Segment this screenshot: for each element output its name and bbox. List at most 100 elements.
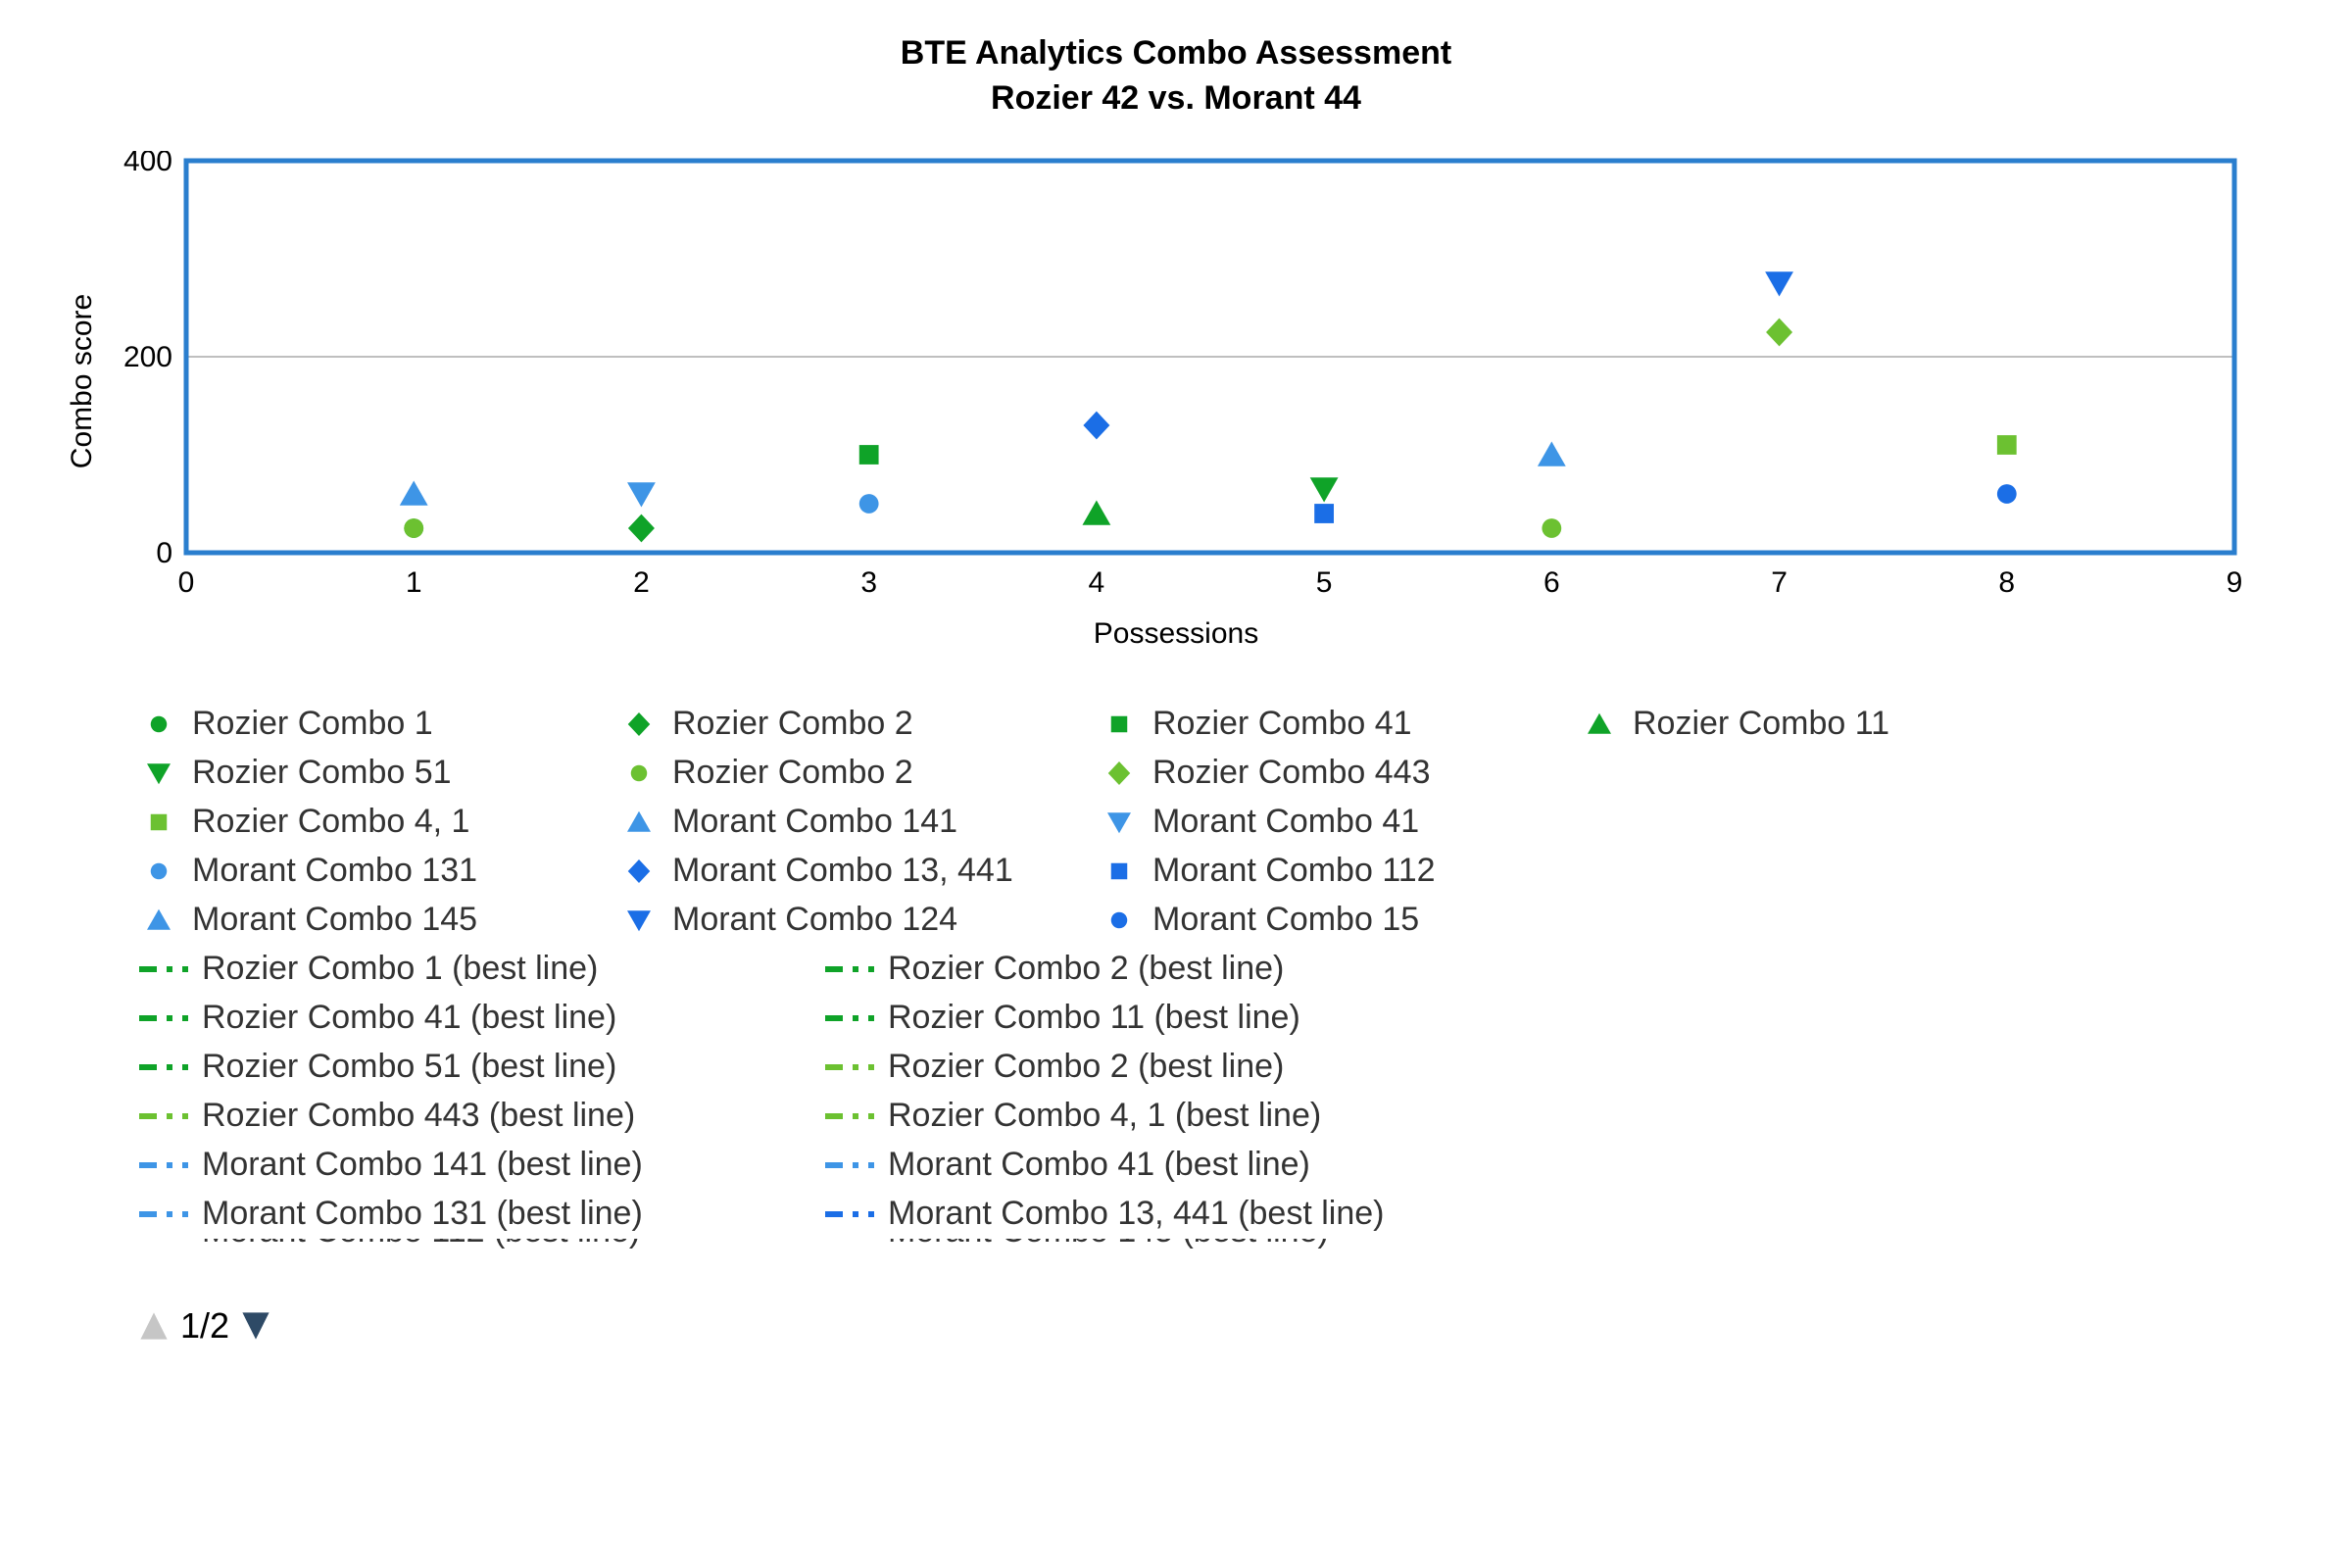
legend-item[interactable]: Morant Combo 145 (137, 901, 477, 939)
legend-marker-icon (137, 855, 180, 888)
chart-title: BTE Analytics Combo Assessment Rozier 42… (0, 31, 2352, 122)
legend-line-icon (823, 1198, 876, 1231)
legend-item-label: Rozier Combo 443 (1152, 754, 1430, 792)
legend-row: Rozier Combo 4, 1 Morant Combo 141 Morant … (137, 798, 2156, 847)
legend-marker-icon (1578, 708, 1621, 741)
legend-row: Rozier Combo 443 (best line) Rozier Combo… (137, 1092, 2156, 1141)
legend-item-label: Rozier Combo 41 (best line) (202, 999, 616, 1037)
legend-item[interactable]: Morant Combo 141 (best line) (137, 1146, 643, 1184)
legend-item[interactable]: Rozier Combo 443 (best line) (137, 1097, 635, 1135)
legend-marker-icon (137, 904, 180, 937)
legend-item[interactable]: Morant Combo 141 (617, 803, 957, 841)
legend-item-label: Morant Combo 141 (best line) (202, 1146, 643, 1184)
legend-item-label: Morant Combo 141 (672, 803, 957, 841)
legend-item-label: Rozier Combo 11 (1633, 705, 1889, 743)
legend-line-icon (823, 1002, 876, 1035)
legend-item[interactable]: Rozier Combo 2 (best line) (823, 1048, 1284, 1086)
pager-next-icon[interactable] (239, 1309, 272, 1343)
legend-item[interactable]: Morant Combo 13, 441 (best line) (823, 1195, 1384, 1233)
legend-item-label: Morant Combo 41 (best line) (888, 1146, 1310, 1184)
y-tick-label: 200 (123, 341, 172, 373)
legend-item-label: Morant Combo 112 (1152, 852, 1436, 890)
legend-pager: 1/2 (137, 1305, 2352, 1347)
legend-item-label: Rozier Combo 1 (best line) (202, 950, 598, 988)
legend-line-icon (137, 1100, 190, 1133)
chart: Combo score 02004000123456789 (98, 151, 2254, 612)
legend-row: Rozier Combo 51 (best line) Rozier Combo … (137, 1043, 2156, 1092)
legend-row: Morant Combo 141 (best line) Morant Combo… (137, 1141, 2156, 1190)
legend-item-label: Rozier Combo 2 (best line) (888, 1048, 1284, 1086)
pager-prev-icon[interactable] (137, 1309, 171, 1343)
legend-item-label: Rozier Combo 2 (672, 754, 913, 792)
legend-item[interactable]: Rozier Combo 1 (best line) (137, 950, 598, 988)
y-tick-label: 400 (123, 151, 172, 177)
legend-item[interactable]: Rozier Combo 2 (617, 705, 913, 743)
y-tick-label: 0 (156, 537, 172, 569)
legend-item[interactable]: Rozier Combo 1 (137, 705, 433, 743)
legend-item[interactable]: Rozier Combo 2 (617, 754, 913, 792)
chart-title-line1: BTE Analytics Combo Assessment (0, 31, 2352, 76)
legend-item-label: Morant Combo 112 (best line) (202, 1239, 640, 1251)
legend-item[interactable]: Morant Combo 112 (best line) (137, 1239, 640, 1251)
legend-line-icon (137, 1239, 190, 1249)
legend-item[interactable]: Rozier Combo 11 (1578, 705, 1889, 743)
legend-item[interactable]: Morant Combo 112 (1098, 852, 1436, 890)
legend-line-icon (137, 1051, 190, 1084)
legend-item-label: Rozier Combo 11 (best line) (888, 999, 1300, 1037)
legend-item[interactable]: Rozier Combo 2 (best line) (823, 950, 1284, 988)
legend-item-label: Morant Combo 15 (1152, 901, 1419, 939)
x-tick-label: 7 (1771, 566, 1788, 599)
legend-item[interactable]: Rozier Combo 4, 1 (best line) (823, 1097, 1321, 1135)
legend-marker-icon (1098, 806, 1141, 839)
legend-item[interactable]: Rozier Combo 41 (1098, 705, 1412, 743)
legend-item[interactable]: Morant Combo 41 (best line) (823, 1146, 1310, 1184)
legend-line-icon (137, 1149, 190, 1182)
legend-line-icon (823, 1100, 876, 1133)
legend-item[interactable]: Rozier Combo 443 (1098, 754, 1430, 792)
legend-marker-icon (1098, 904, 1141, 937)
x-tick-label: 2 (633, 566, 650, 599)
legend-item[interactable]: Morant Combo 41 (1098, 803, 1419, 841)
legend-item[interactable]: Rozier Combo 4, 1 (137, 803, 469, 841)
legend-item[interactable]: Morant Combo 131 (137, 852, 477, 890)
legend-item-label: Rozier Combo 51 (192, 754, 452, 792)
legend-marker-icon (137, 708, 180, 741)
legend-item-label: Morant Combo 145 (best line) (888, 1239, 1329, 1251)
legend-line-icon (137, 1198, 190, 1231)
legend-item-label: Rozier Combo 51 (best line) (202, 1048, 616, 1086)
legend-item-label: Morant Combo 13, 441 (best line) (888, 1195, 1384, 1233)
legend-item-label: Rozier Combo 2 (best line) (888, 950, 1284, 988)
legend-item[interactable]: Morant Combo 145 (best line) (823, 1239, 1329, 1251)
legend-row: Rozier Combo 1 (best line) Rozier Combo 2… (137, 945, 2156, 994)
x-tick-label: 4 (1089, 566, 1105, 599)
legend-line-icon (823, 1239, 876, 1249)
x-tick-label: 9 (2227, 566, 2243, 599)
legend-marker-icon (1098, 757, 1141, 790)
legend-row: Rozier Combo 41 (best line) Rozier Combo … (137, 994, 2156, 1043)
legend-item-label: Morant Combo 124 (672, 901, 957, 939)
legend-line-icon (823, 1051, 876, 1084)
legend-line-icon (137, 1002, 190, 1035)
legend-item[interactable]: Morant Combo 13, 441 (617, 852, 1013, 890)
legend-line-icon (137, 953, 190, 986)
legend-item[interactable]: Rozier Combo 11 (best line) (823, 999, 1300, 1037)
x-tick-label: 5 (1316, 566, 1333, 599)
legend-item-label: Rozier Combo 2 (672, 705, 913, 743)
x-tick-label: 8 (1998, 566, 2015, 599)
legend-row-cut: Morant Combo 112 (best line) Morant Combo… (137, 1239, 2156, 1288)
legend-item[interactable]: Morant Combo 124 (617, 901, 957, 939)
legend-item[interactable]: Rozier Combo 51 (best line) (137, 1048, 616, 1086)
legend-item-label: Morant Combo 131 (best line) (202, 1195, 643, 1233)
chart-title-line2: Rozier 42 vs. Morant 44 (0, 76, 2352, 122)
legend-item-label: Morant Combo 131 (192, 852, 477, 890)
scatter-plot: 02004000123456789 (98, 151, 2254, 612)
legend-marker-icon (617, 806, 661, 839)
x-tick-label: 6 (1544, 566, 1560, 599)
legend-item-label: Rozier Combo 4, 1 (192, 803, 469, 841)
legend-item[interactable]: Morant Combo 131 (best line) (137, 1195, 643, 1233)
legend-item[interactable]: Rozier Combo 51 (137, 754, 452, 792)
legend-item[interactable]: Morant Combo 15 (1098, 901, 1419, 939)
legend-item[interactable]: Rozier Combo 41 (best line) (137, 999, 616, 1037)
legend-marker-icon (1098, 708, 1141, 741)
legend-item-label: Rozier Combo 4, 1 (best line) (888, 1097, 1321, 1135)
